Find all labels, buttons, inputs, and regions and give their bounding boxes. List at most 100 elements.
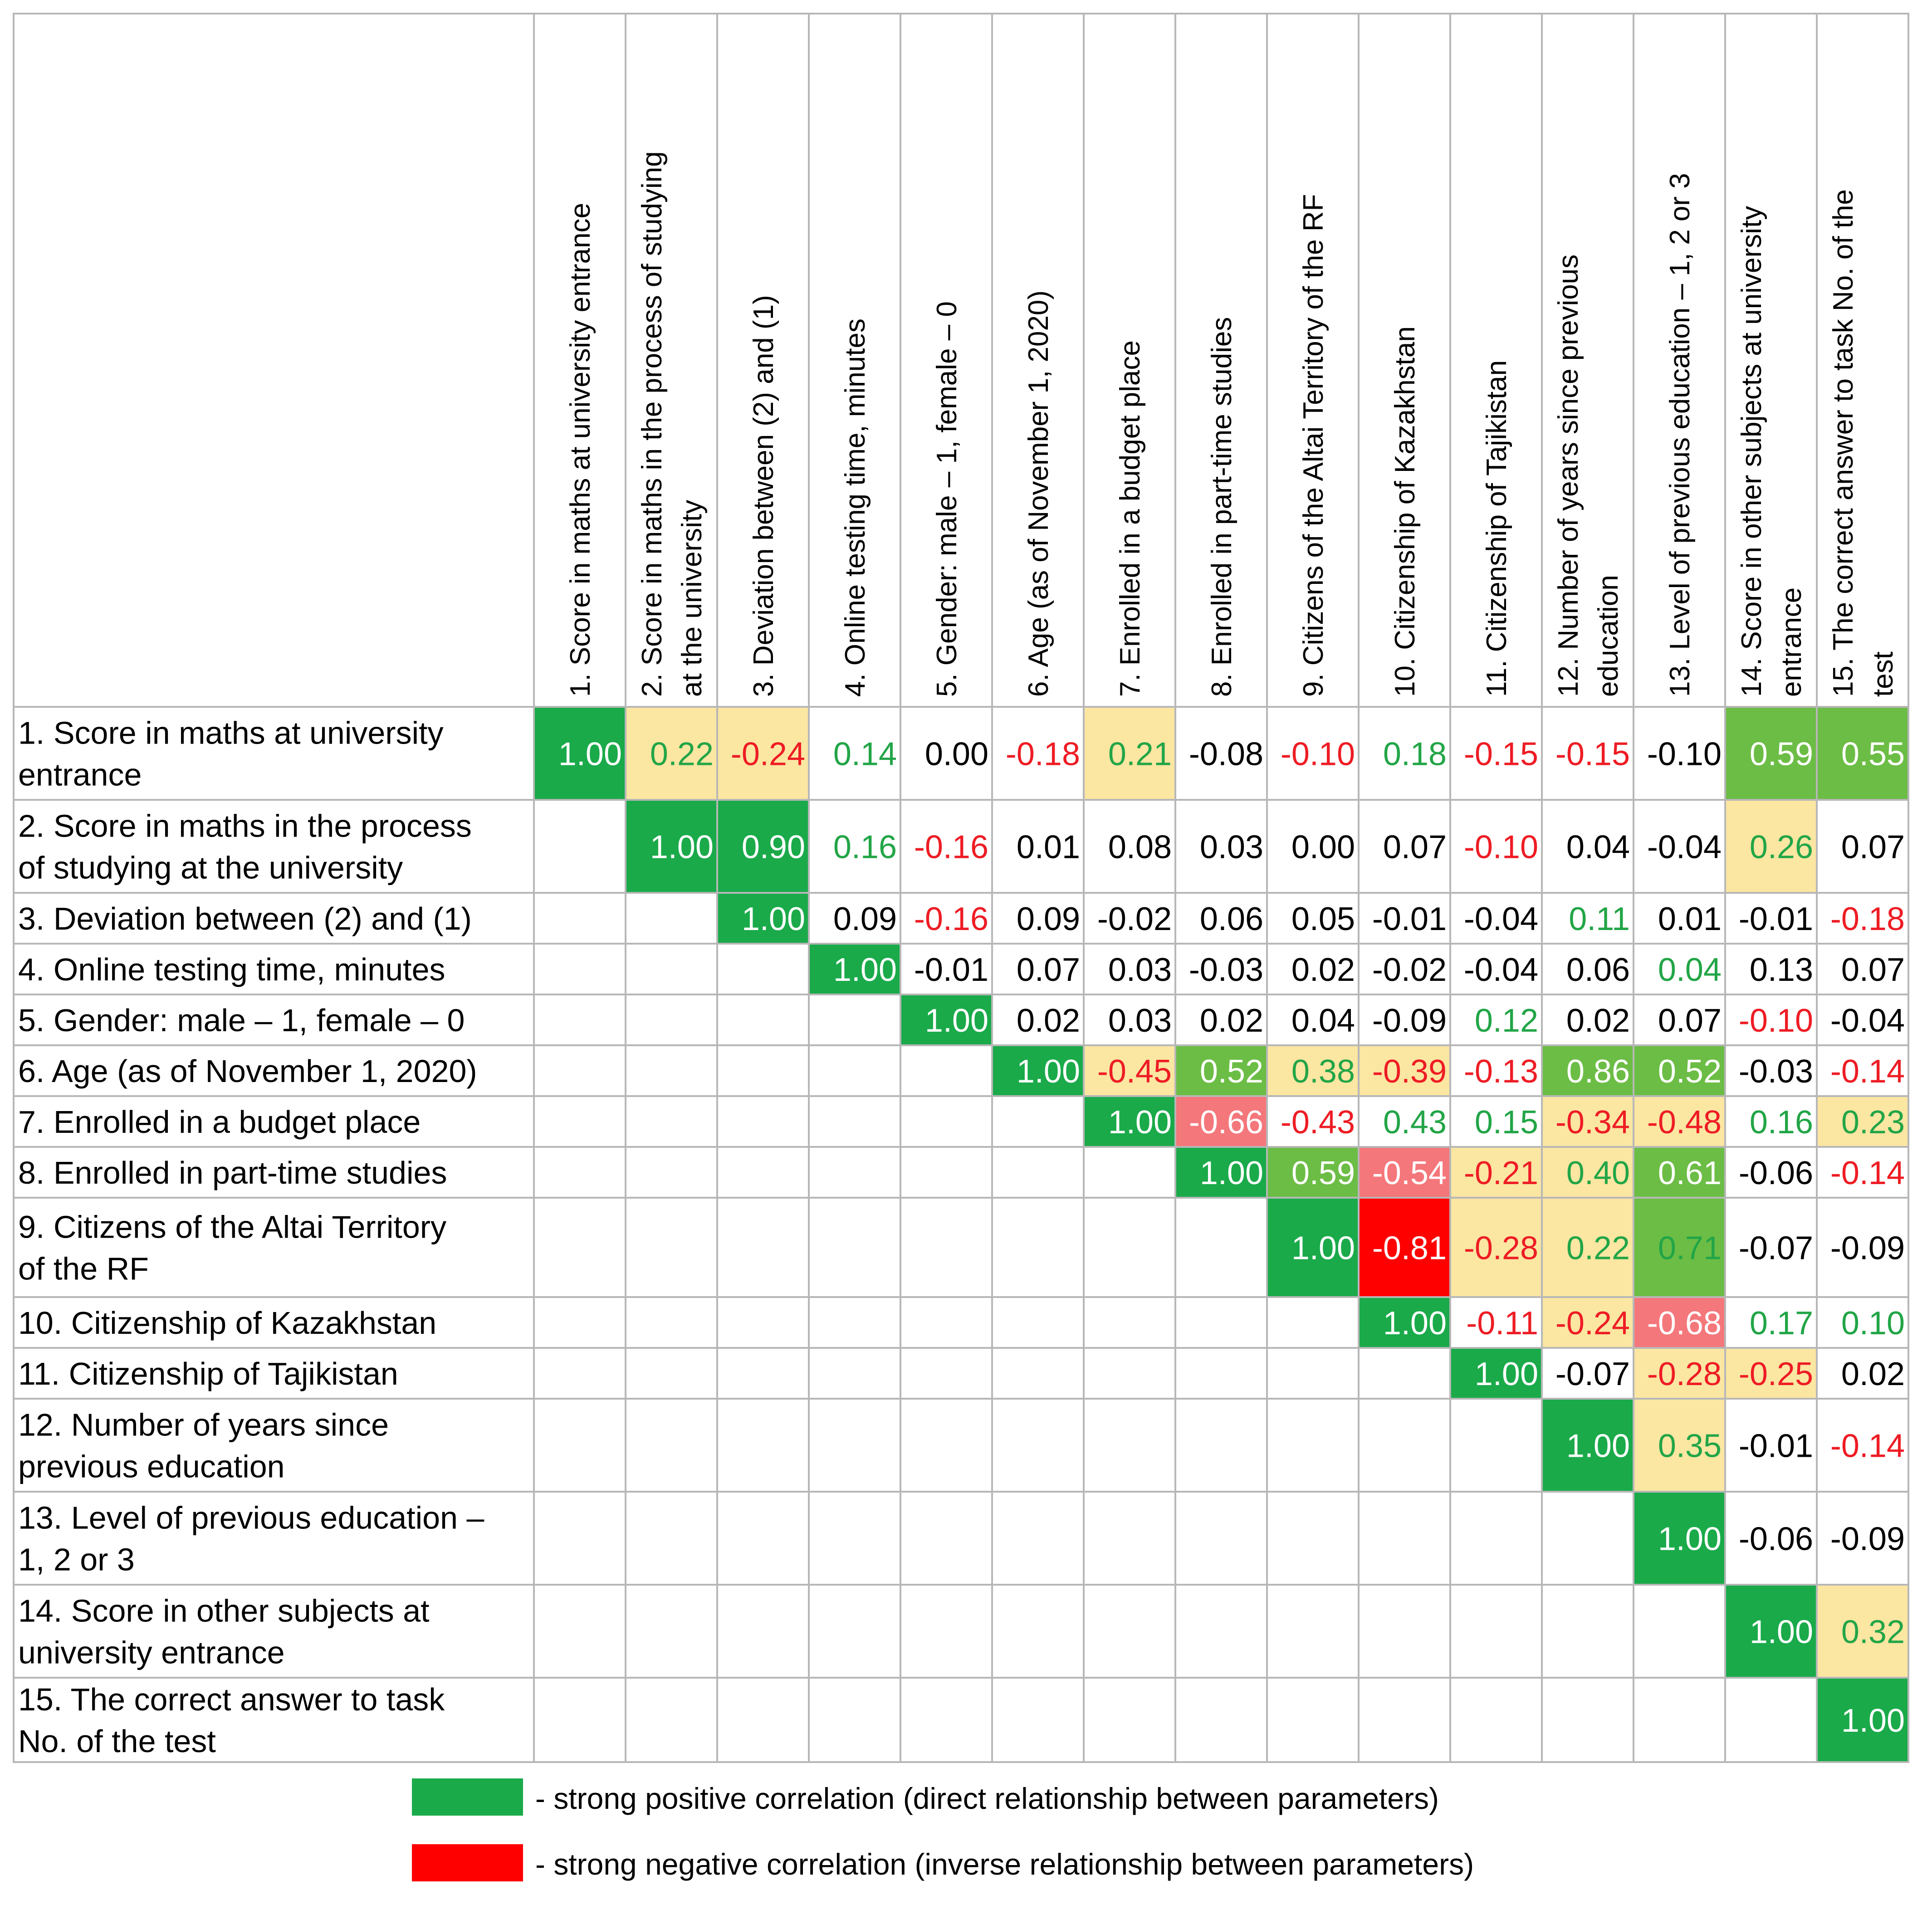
column-header-label: 5. Gender: male – 1, female – 0 — [931, 301, 963, 697]
correlation-value: -0.24 — [731, 736, 805, 773]
row-label: 7. Enrolled in a budget place — [18, 1104, 421, 1140]
correlation-value: 0.52 — [1658, 1053, 1722, 1090]
column-header-label: 11. Citizenship of Tajikistan — [1481, 360, 1512, 697]
column-header-label: 13. Level of previous education – 1, 2 o… — [1664, 173, 1696, 697]
legend-swatch — [412, 1844, 523, 1881]
cell-fill — [1817, 1096, 1908, 1147]
column-header-label: at the university — [676, 500, 708, 697]
correlation-value: -0.48 — [1647, 1104, 1722, 1141]
correlation-value: 1.00 — [1750, 1614, 1813, 1650]
row-label: 1, 2 or 3 — [18, 1542, 135, 1577]
correlation-value: 0.02 — [1017, 1003, 1080, 1039]
cell-fill — [809, 944, 900, 994]
row-label: 15. The correct answer to task — [18, 1682, 445, 1717]
correlation-value: 0.04 — [1291, 1003, 1355, 1039]
cell-fill — [1267, 1045, 1359, 1096]
correlation-value: 0.86 — [1566, 1053, 1630, 1090]
row-label: of studying at the university — [18, 850, 403, 886]
cell-fill — [1359, 1297, 1450, 1348]
correlation-value: 0.04 — [1566, 829, 1630, 866]
cell-fill — [1634, 1147, 1725, 1198]
correlation-value: 0.07 — [1841, 952, 1905, 988]
correlation-value: 0.43 — [1383, 1104, 1447, 1141]
correlation-value: 1.00 — [1017, 1053, 1080, 1090]
correlation-value: 0.02 — [1566, 1003, 1630, 1039]
row-label: 5. Gender: male – 1, female – 0 — [18, 1003, 465, 1038]
cell-fill — [1634, 1198, 1725, 1297]
correlation-value: -0.13 — [1464, 1053, 1538, 1090]
correlation-value: 0.16 — [1750, 1104, 1813, 1141]
correlation-value: 0.90 — [742, 829, 805, 866]
correlation-value: 0.03 — [1108, 952, 1172, 988]
correlation-value: -0.10 — [1281, 736, 1355, 773]
correlation-value: -0.01 — [1739, 901, 1813, 937]
cell-fill — [1817, 1585, 1908, 1678]
correlation-value: -0.03 — [1189, 952, 1263, 988]
cell-fill — [1634, 1096, 1725, 1147]
column-header-label: entrance — [1776, 588, 1807, 697]
correlation-value: -0.11 — [1466, 1305, 1538, 1342]
row-label: of the RF — [18, 1251, 149, 1287]
row-label: 13. Level of previous education – — [18, 1500, 484, 1536]
correlation-value: 0.10 — [1841, 1305, 1905, 1342]
column-header-label: education — [1593, 575, 1624, 697]
cell-fill — [1175, 1096, 1267, 1147]
correlation-value: -0.14 — [1830, 1155, 1905, 1191]
correlation-value: 1.00 — [925, 1003, 988, 1039]
row-label: previous education — [18, 1449, 285, 1484]
correlation-value: 0.09 — [833, 901, 897, 937]
row-label: 6. Age (as of November 1, 2020) — [18, 1053, 477, 1089]
correlation-value: -0.02 — [1097, 901, 1172, 937]
correlation-value: -0.21 — [1464, 1155, 1538, 1191]
correlation-value: 0.08 — [1108, 829, 1172, 866]
cell-fill — [1084, 1096, 1175, 1147]
correlation-value: -0.06 — [1739, 1155, 1813, 1191]
column-header-label: 7. Enrolled in a budget place — [1115, 340, 1146, 697]
correlation-value: -0.10 — [1464, 829, 1538, 866]
cell-fill — [1450, 1198, 1542, 1297]
correlation-value: 0.11 — [1569, 901, 1630, 937]
correlation-value: -0.43 — [1281, 1104, 1355, 1141]
correlation-value: 0.01 — [1017, 829, 1080, 866]
correlation-value: 0.05 — [1291, 901, 1355, 937]
correlation-value: -0.28 — [1647, 1356, 1722, 1392]
cell-fill — [626, 707, 717, 800]
correlation-value: -0.01 — [1739, 1428, 1813, 1464]
cell-fill — [1084, 707, 1175, 800]
correlation-value: -0.81 — [1372, 1230, 1447, 1267]
correlation-value: 0.38 — [1291, 1053, 1355, 1090]
row-label: university entrance — [18, 1635, 285, 1670]
cell-fill — [1267, 1198, 1359, 1297]
correlation-value: 1.00 — [742, 901, 805, 937]
cell-fill — [1175, 1045, 1267, 1096]
correlation-value: -0.04 — [1464, 901, 1538, 937]
cell-fill — [717, 800, 809, 893]
correlation-value: 0.04 — [1658, 952, 1722, 988]
correlation-value: 0.03 — [1108, 1003, 1172, 1039]
correlation-value: -0.16 — [914, 829, 988, 866]
correlation-value: -0.18 — [1830, 901, 1905, 937]
correlation-value: 0.13 — [1750, 952, 1813, 988]
row-label: No. of the test — [18, 1724, 216, 1759]
cell-fill — [717, 893, 809, 944]
correlation-value: -0.34 — [1555, 1104, 1630, 1141]
correlation-value: 0.00 — [1291, 829, 1355, 866]
correlation-value: 0.26 — [1750, 829, 1813, 866]
correlation-value: 0.22 — [1566, 1230, 1630, 1267]
correlation-value: -0.15 — [1464, 736, 1538, 773]
correlation-value: -0.45 — [1097, 1053, 1172, 1090]
column-header-label: 3. Deviation between (2) and (1) — [748, 295, 779, 697]
correlation-value: -0.28 — [1464, 1230, 1538, 1267]
legend-label: - strong negative correlation (inverse r… — [535, 1847, 1474, 1881]
column-header-label: 8. Enrolled in part-time studies — [1206, 317, 1237, 697]
correlation-value: 0.61 — [1658, 1155, 1722, 1191]
correlation-value: 1.00 — [1383, 1305, 1447, 1342]
cell-fill — [1542, 1297, 1634, 1348]
correlation-value: 1.00 — [833, 952, 897, 988]
correlation-value: 0.01 — [1658, 901, 1722, 937]
correlation-value: 0.06 — [1566, 952, 1630, 988]
correlation-value: 0.12 — [1475, 1003, 1538, 1039]
cell-fill — [534, 707, 626, 800]
column-header-label: 12. Number of years since previous — [1553, 255, 1584, 697]
